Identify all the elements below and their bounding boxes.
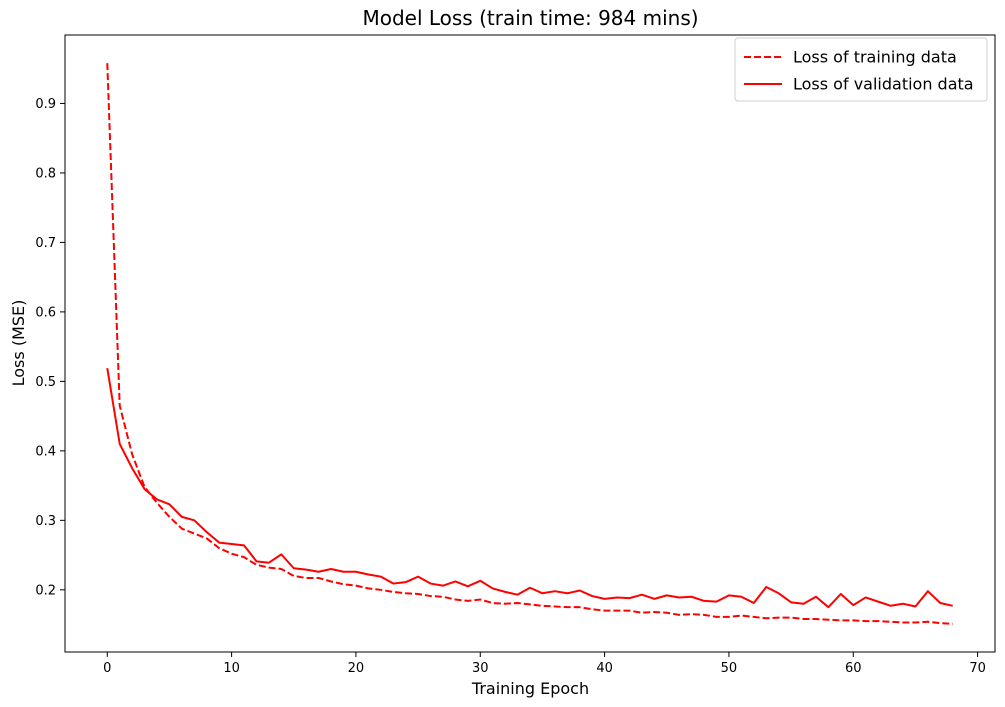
x-tick-label: 30 xyxy=(472,661,489,676)
y-axis-ticks: 0.2 0.3 0.4 0.5 0.6 0.7 0.8 0.9 xyxy=(35,97,65,598)
legend-label-training: Loss of training data xyxy=(793,48,957,67)
y-tick-label: 0.8 xyxy=(35,166,56,181)
x-tick-label: 60 xyxy=(845,661,862,676)
x-tick-label: 0 xyxy=(103,661,111,676)
y-tick-label: 0.5 xyxy=(35,375,56,390)
x-tick-label: 50 xyxy=(721,661,738,676)
x-tick-label: 40 xyxy=(596,661,613,676)
legend-label-validation: Loss of validation data xyxy=(793,75,974,94)
x-axis-ticks: 0 10 20 30 40 50 60 70 xyxy=(103,652,986,676)
y-tick-label: 0.6 xyxy=(35,305,56,320)
y-tick-label: 0.9 xyxy=(35,97,56,112)
legend: Loss of training data Loss of validation… xyxy=(734,37,988,102)
x-tick-label: 70 xyxy=(969,661,986,676)
series-layer xyxy=(106,63,953,625)
y-tick-label: 0.7 xyxy=(35,236,56,251)
y-axis-label: Loss (MSE) xyxy=(9,300,28,387)
y-tick-label: 0.3 xyxy=(35,514,56,529)
axes-frame xyxy=(64,34,996,653)
x-axis-label: Training Epoch xyxy=(471,679,589,698)
legend-box xyxy=(734,37,988,102)
validation-loss-line xyxy=(106,368,953,609)
x-tick-label: 20 xyxy=(348,661,365,676)
x-tick-label: 10 xyxy=(223,661,240,676)
y-tick-label: 0.4 xyxy=(35,444,56,459)
y-tick-label: 0.2 xyxy=(35,583,56,598)
chart-title: Model Loss (train time: 984 mins) xyxy=(362,6,698,30)
training-loss-line xyxy=(106,63,953,625)
